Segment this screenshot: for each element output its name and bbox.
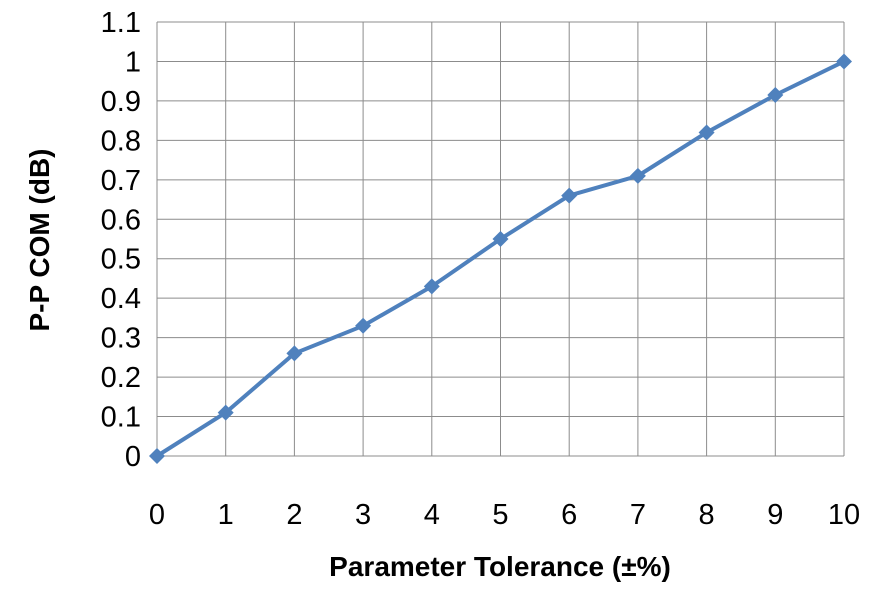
data-point-diamond xyxy=(286,345,303,362)
y-tick-label: 0.8 xyxy=(101,125,141,157)
data-point-diamond xyxy=(698,124,715,141)
x-tick-label: 4 xyxy=(424,499,440,531)
x-tick-label: 5 xyxy=(492,499,508,531)
y-tick-label: 1 xyxy=(125,46,141,78)
x-tick-label: 9 xyxy=(767,499,783,531)
x-tick-label: 2 xyxy=(286,499,302,531)
data-point-diamond xyxy=(423,278,440,295)
y-tick-label: 0.1 xyxy=(101,402,141,434)
y-tick-label: 0.2 xyxy=(101,362,141,394)
y-tick-label: 0.7 xyxy=(101,165,141,197)
x-tick-label: 3 xyxy=(355,499,371,531)
data-point-diamond xyxy=(355,317,372,334)
x-axis-title: Parameter Tolerance (±%) xyxy=(329,551,671,582)
x-tick-label: 7 xyxy=(630,499,646,531)
y-tick-label: 0.6 xyxy=(101,204,141,236)
y-tick-label: 0.4 xyxy=(101,283,141,315)
y-tick-label: 0.9 xyxy=(101,86,141,118)
y-tick-label: 0.3 xyxy=(101,323,141,355)
y-tick-label: 0 xyxy=(125,441,141,473)
data-point-diamond xyxy=(217,404,234,421)
x-tick-label: 0 xyxy=(149,499,165,531)
x-tick-label: 10 xyxy=(828,499,860,531)
data-point-diamond xyxy=(836,53,852,70)
y-axis-title: P-P COM (dB) xyxy=(24,148,55,331)
x-tick-label: 8 xyxy=(699,499,715,531)
data-point-diamond xyxy=(629,167,646,184)
data-point-diamond xyxy=(149,448,165,464)
y-tick-label: 0.5 xyxy=(101,244,141,276)
y-tick-label: 1.1 xyxy=(101,7,141,39)
data-point-diamond xyxy=(767,86,784,103)
x-tick-label: 1 xyxy=(218,499,234,531)
data-point-diamond xyxy=(561,187,578,204)
data-point-diamond xyxy=(492,231,509,247)
tick-labels: 0 0.1 0.2 0.3 0.4 0.5 0.6 0.7 0.8 0.9 1 1.1 0 1 2 3 4 5 6 7… xyxy=(101,7,860,531)
marker-layer xyxy=(149,53,852,464)
x-tick-label: 6 xyxy=(561,499,577,531)
